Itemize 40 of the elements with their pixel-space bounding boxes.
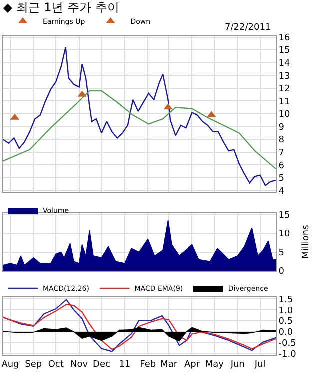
x-tick-label: Nov [70,360,89,370]
y-tick-label: 10 [278,110,291,120]
chart-title: ◆ 최근 1년 주가 추이 [3,0,120,14]
y-tick-label: 8 [278,136,285,146]
y-tick-label: -0.5 [278,339,296,350]
y-tick-label: 15 [278,211,290,222]
y-tick-label: 9 [278,122,285,133]
y-tick-label: 0.5 [278,317,294,328]
x-tick-label: 11 [119,360,131,370]
y-tick-label: 12 [278,84,290,95]
x-tick-label: Apr [184,360,200,370]
x-tick-label: Oct [48,360,64,370]
x-tick-label: Aug [2,360,20,370]
line-series [3,90,276,170]
x-tick-label: Feb [140,360,156,370]
x-tick-label: Jun [230,360,245,370]
y-tick-label: 10 [278,230,291,240]
y-tick-label: 6 [278,161,285,172]
text: 7/22/2011 [225,23,272,33]
y-tick-label: 0.0 [278,328,294,338]
y-tick-label: 5 [278,174,285,184]
y-tick-label: 11 [278,97,290,108]
x-tick-label: Mar [160,360,178,370]
x-tick-label: Dec [93,360,110,370]
y-tick-label: 13 [278,72,290,82]
y-tick-label: -1.0 [278,350,297,360]
y-tick-label: 1.5 [278,295,294,306]
y-tick-label: 0 [278,267,285,278]
x-tick-label: Sep [25,360,42,370]
y-tick-label: 16 [278,33,291,44]
line-series [3,46,276,186]
y-tick-label: 4 [278,186,285,197]
y-tick-label: 5 [278,248,285,258]
y-tick-label: 1.0 [278,306,294,316]
x-tick-label: Jul [254,360,266,370]
y-tick-label: 7 [278,148,285,159]
y-tick-label: 15 [278,46,290,56]
x-tick-label: May [205,360,225,370]
y-tick-label: 14 [278,59,291,69]
y-axis-title: Millions [302,224,312,259]
